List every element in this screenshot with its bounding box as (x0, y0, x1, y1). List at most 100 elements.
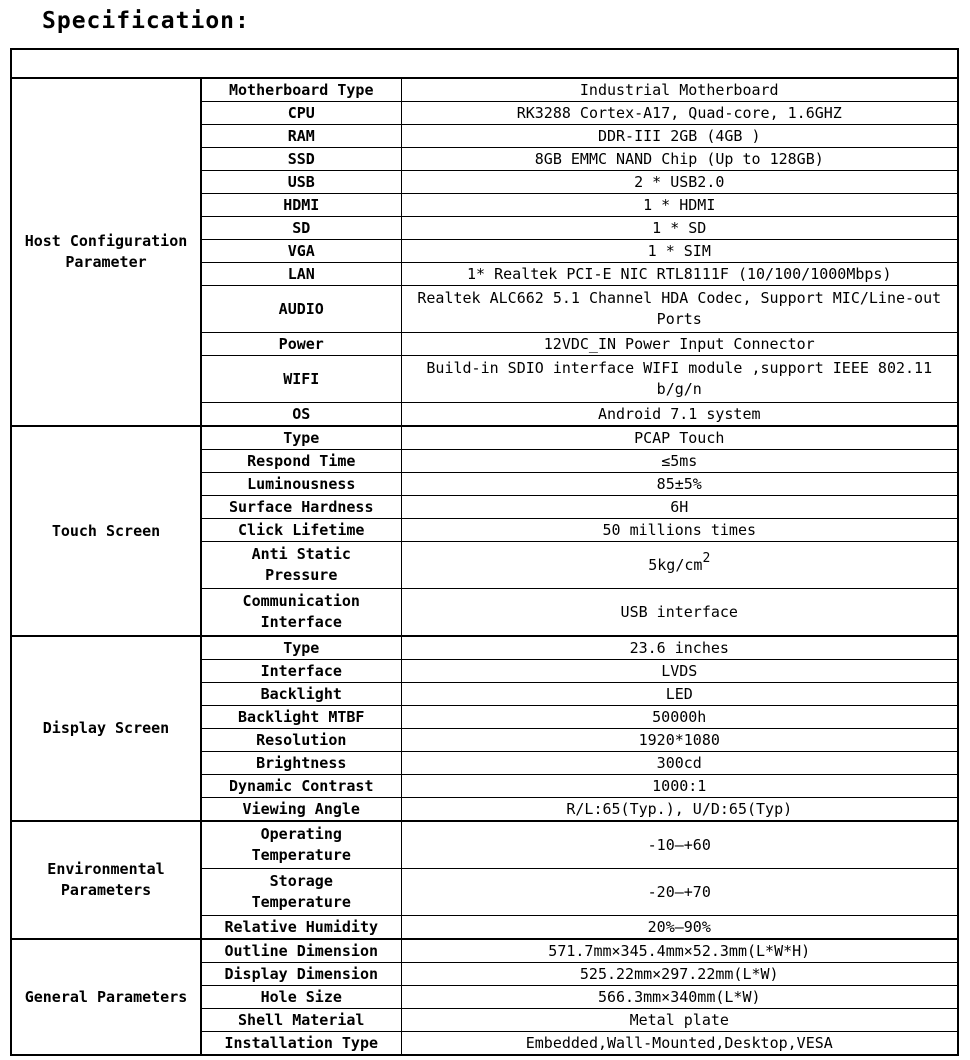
param-label-cell: Power (200, 332, 402, 356)
param-label-cell: CPU (200, 101, 402, 125)
param-value-cell: 50000h (400, 705, 959, 729)
table-row: Power 12VDC_IN Power Input Connector (11, 332, 959, 356)
param-value-text: 1 * SD (652, 218, 707, 237)
param-value-text: Build-in SDIO interface WIFI module ,sup… (426, 359, 933, 398)
table-row: Installation Type Embedded,Wall-Mounted,D… (11, 1031, 959, 1056)
param-label-cell: Installation Type (200, 1031, 402, 1056)
table-row: SSD 8GB EMMC NAND Chip (Up to 128GB) (11, 147, 959, 171)
table-row: General Parameters Outline Dimension 571.7… (10, 938, 959, 1056)
param-label-cell: OS (200, 402, 402, 427)
param-value-cell: 2 * USB2.0 (400, 170, 959, 194)
page-title: Specification: (42, 8, 250, 34)
param-label-cell: Respond Time (200, 449, 402, 473)
table-row: OS Android 7.1 system (11, 402, 959, 427)
param-value-text: USB interface (620, 602, 738, 621)
table-row: Click Lifetime 50 millions times (11, 518, 959, 542)
param-value-text: 1 * HDMI (643, 195, 716, 214)
table-row: Environmental Parameters Operating Temper… (10, 820, 959, 940)
section-cell: Display Screen (10, 635, 202, 822)
table-row: Touch Screen Type PCAP Touch (10, 425, 959, 637)
param-label-cell: SSD (200, 147, 402, 171)
param-value-text: LED (665, 684, 693, 703)
param-value-text: R/L:65(Typ.), U/D:65(Typ) (566, 799, 793, 818)
param-label-cell: Surface Hardness (200, 495, 402, 519)
section-cell: Host Configuration Parameter (10, 77, 202, 427)
table-row: VGA 1 * SIM (11, 239, 959, 263)
param-value-cell: 1 * HDMI (400, 193, 959, 217)
table-row: Anti Static Pressure 5kg/cm2 (11, 541, 959, 589)
param-value-cell: Embedded,Wall-Mounted,Desktop,VESA (400, 1031, 959, 1056)
param-label-cell: Communication Interface (200, 588, 402, 637)
table-row: Hole Size 566.3mm×340mm(L*W) (11, 985, 959, 1009)
param-value-text: 1 * SIM (647, 241, 711, 260)
table-row: Display Screen Type 23.6 inches (10, 635, 959, 822)
param-label-cell: AUDIO (200, 285, 402, 333)
param-value-cell: Metal plate (400, 1008, 959, 1032)
param-value-cell: 5kg/cm2 (400, 541, 959, 589)
param-value-cell: LVDS (400, 659, 959, 683)
table-top-empty-cell (10, 48, 959, 79)
param-label-cell: SD (200, 216, 402, 240)
param-value-text: 1920*1080 (638, 730, 720, 749)
param-label-cell: Relative Humidity (200, 915, 402, 940)
param-value-cell: 1* Realtek PCI-E NIC RTL8111F (10/100/10… (400, 262, 959, 286)
param-label-cell: Viewing Angle (200, 797, 402, 822)
param-value-cell: 525.22mm×297.22mm(L*W) (400, 962, 959, 986)
param-value-text: PCAP Touch (634, 428, 725, 447)
table-row (10, 48, 959, 79)
param-value-cell: Realtek ALC662 5.1 Channel HDA Codec, Su… (400, 285, 959, 333)
param-value-cell: PCAP Touch (400, 425, 959, 450)
table-row: RAM DDR-III 2GB (4GB ) (11, 124, 959, 148)
param-value-text: 525.22mm×297.22mm(L*W) (579, 964, 779, 983)
param-label-cell: VGA (200, 239, 402, 263)
param-label-cell: Click Lifetime (200, 518, 402, 542)
table-row: Backlight LED (11, 682, 959, 706)
param-value-cell: 1000:1 (400, 774, 959, 798)
table-row: WIFI Build-in SDIO interface WIFI module … (11, 355, 959, 403)
specification-table: Host Configuration Parameter Motherboard … (10, 48, 960, 1056)
param-label-cell: LAN (200, 262, 402, 286)
param-value-cell: 23.6 inches (400, 635, 959, 660)
param-label-cell: Brightness (200, 751, 402, 775)
param-label-cell: Interface (200, 659, 402, 683)
param-value-text: 566.3mm×340mm(L*W) (597, 987, 761, 1006)
param-value-text: -10—+60 (647, 835, 711, 854)
param-value-text: ≤5ms (661, 451, 698, 470)
param-value-cell: ≤5ms (400, 449, 959, 473)
param-label-cell: Luminousness (200, 472, 402, 496)
param-value-text: DDR-III 2GB (4GB ) (597, 126, 761, 145)
param-value-text: Embedded,Wall-Mounted,Desktop,VESA (525, 1033, 833, 1052)
param-label-cell: Outline Dimension (200, 938, 402, 963)
param-label-cell: Backlight MTBF (200, 705, 402, 729)
param-label-cell: Dynamic Contrast (200, 774, 402, 798)
param-value-cell: 566.3mm×340mm(L*W) (400, 985, 959, 1009)
param-label-cell: WIFI (200, 355, 402, 403)
table-row: SD 1 * SD (11, 216, 959, 240)
param-value-cell: RK3288 Cortex-A17, Quad-core, 1.6GHZ (400, 101, 959, 125)
param-value-text: 85±5% (656, 474, 702, 493)
param-value-cell: R/L:65(Typ.), U/D:65(Typ) (400, 797, 959, 822)
param-value-cell: Build-in SDIO interface WIFI module ,sup… (400, 355, 959, 403)
param-label-cell: Type (200, 425, 402, 450)
param-label-cell: Operating Temperature (200, 820, 402, 869)
table-row: Luminousness 85±5% (11, 472, 959, 496)
param-value-text: -20—+70 (647, 882, 711, 901)
param-value-text: 50000h (652, 707, 707, 726)
table-row: Host Configuration Parameter Motherboard … (10, 77, 959, 427)
param-value-cell: 85±5% (400, 472, 959, 496)
param-label-cell: RAM (200, 124, 402, 148)
param-value-text: 20%—90% (647, 917, 711, 936)
table-row: Respond Time ≤5ms (11, 449, 959, 473)
param-value-text: 1* Realtek PCI-E NIC RTL8111F (10/100/10… (467, 264, 892, 283)
table-row: Dynamic Contrast 1000:1 (11, 774, 959, 798)
table-row: Resolution 1920*1080 (11, 728, 959, 752)
param-label-cell: Shell Material (200, 1008, 402, 1032)
param-label-cell: Display Dimension (200, 962, 402, 986)
section-cell: General Parameters (10, 938, 202, 1056)
param-value-text: 2 * USB2.0 (634, 172, 725, 191)
param-value-cell: Android 7.1 system (400, 402, 959, 427)
param-value-text: 5kg/cm (648, 555, 703, 574)
param-value-cell: -20—+70 (400, 868, 959, 916)
param-label-cell: Anti Static Pressure (200, 541, 402, 589)
param-label-cell: HDMI (200, 193, 402, 217)
